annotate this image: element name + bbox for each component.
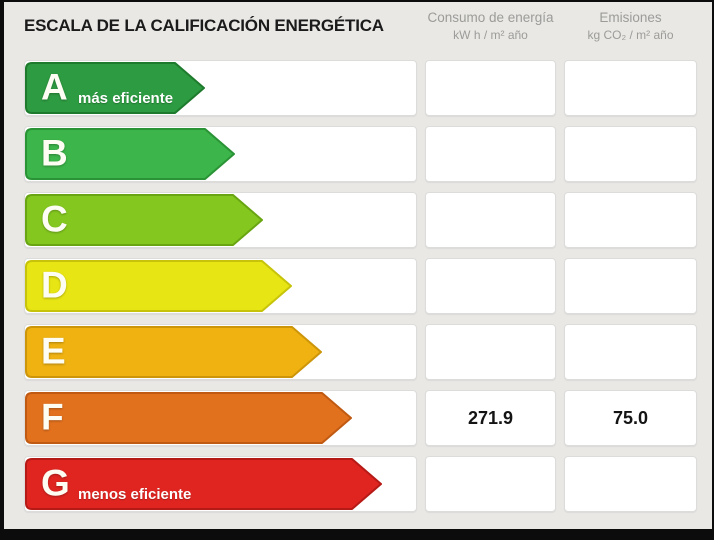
rating-letter-b: B: [41, 132, 68, 174]
rating-row-c-emissions-cell: [564, 192, 697, 248]
rating-row-b-scale-cell: B: [24, 126, 417, 182]
consumption-column-label: Consumo de energía: [427, 9, 554, 25]
rating-row-g-scale-cell: G menos eficiente: [24, 456, 417, 512]
rating-row-a-scale-cell: A más eficiente: [24, 60, 417, 116]
rating-row-e-consumption-cell: [425, 324, 556, 380]
rating-row-f-consumption-value: 271.9: [425, 390, 556, 446]
rating-arrow-d: [25, 260, 292, 312]
emissions-column-unit: kg CO₂ / m² año: [587, 28, 674, 43]
rating-arrow-e: [25, 326, 322, 378]
rating-row-b-emissions-cell: [564, 126, 697, 182]
rating-arrow-c: [25, 194, 263, 246]
rating-row-g-consumption-cell: [425, 456, 556, 512]
consumption-column-header: Consumo de energía kW h / m² año: [425, 8, 556, 45]
rating-letter-c: C: [41, 198, 68, 240]
rating-row-b-consumption-cell: [425, 126, 556, 182]
rating-row-c-consumption-cell: [425, 192, 556, 248]
rating-arrow-g: [25, 458, 382, 510]
rating-row-d-emissions-cell: [564, 258, 697, 314]
rating-row-f-emissions-value: 75.0: [564, 390, 697, 446]
rating-letter-d: D: [41, 264, 68, 306]
rating-letter-f: F: [41, 396, 64, 438]
rating-row-a-consumption-cell: [425, 60, 556, 116]
rating-row-a-emissions-cell: [564, 60, 697, 116]
rating-arrow-a: [25, 62, 205, 114]
page-title: ESCALA DE LA CALIFICACIÓN ENERGÉTICA: [24, 16, 384, 35]
least-efficient-label: menos eficiente: [78, 486, 192, 503]
rating-row-c-scale-cell: C: [24, 192, 417, 248]
rating-row-g-emissions-cell: [564, 456, 697, 512]
rating-arrow-b: [25, 128, 235, 180]
consumption-column-unit: kW h / m² año: [453, 28, 528, 43]
most-efficient-label: más eficiente: [78, 90, 174, 107]
emissions-column-header: Emisiones kg CO₂ / m² año: [564, 8, 697, 45]
rating-letter-g: G: [41, 462, 70, 504]
rating-row-e-scale-cell: E: [24, 324, 417, 380]
emissions-column-label: Emisiones: [599, 9, 662, 25]
rating-arrow-f: [25, 392, 352, 444]
rating-letter-e: E: [41, 330, 66, 372]
rating-row-d-scale-cell: D: [24, 258, 417, 314]
energy-rating-grid: ESCALA DE LA CALIFICACIÓN ENERGÉTICA Con…: [4, 2, 712, 512]
rating-row-e-emissions-cell: [564, 324, 697, 380]
rating-row-f-scale-cell: F: [24, 390, 417, 446]
rating-letter-a: A: [41, 66, 68, 108]
rating-row-d-consumption-cell: [425, 258, 556, 314]
